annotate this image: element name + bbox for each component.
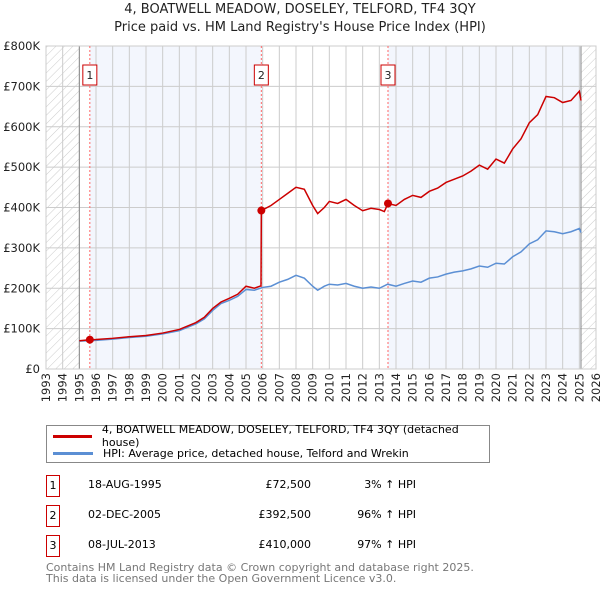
legend-label-hpi: HPI: Average price, detached house, Telf… — [103, 446, 409, 460]
sale-row: 3 08-JUL-2013 £410,000 97% ↑ HPI — [46, 535, 446, 557]
x-tick-label: 1999 — [139, 373, 153, 402]
x-tick-label: 2001 — [172, 373, 186, 402]
legend-label-property: 4, BOATWELL MEADOW, DOSELEY, TELFORD, TF… — [101, 423, 459, 449]
x-tick-label: 2022 — [522, 373, 536, 402]
chart-title: 4, BOATWELL MEADOW, DOSELEY, TELFORD, TF… — [124, 2, 476, 17]
x-tick-label: 2008 — [289, 373, 303, 402]
x-tick-label: 1994 — [56, 373, 70, 402]
x-tick-label: 1998 — [122, 373, 136, 402]
y-tick-label: £300K — [3, 241, 40, 255]
y-tick-label: £600K — [3, 120, 40, 134]
x-tick-label: 2012 — [356, 373, 370, 402]
sale-hpi-change: 97% ↑ HPI — [357, 538, 416, 551]
y-tick-label: £0 — [25, 362, 40, 376]
property-price-line — [79, 89, 582, 342]
sale-date: 18-AUG-1995 — [88, 478, 162, 491]
sale-hpi-change: 96% ↑ HPI — [357, 508, 416, 521]
x-tick-label: 2003 — [206, 373, 220, 402]
x-tick-label: 1993 — [39, 373, 53, 402]
y-tick-label: £400K — [3, 201, 40, 215]
x-tick-label: 2017 — [439, 373, 453, 402]
sale-row: 1 18-AUG-1995 £72,500 3% ↑ HPI — [46, 475, 446, 497]
x-tick-label: 2013 — [372, 373, 386, 402]
sale-number: 3 — [46, 535, 60, 557]
x-tick-label: 2011 — [339, 373, 353, 402]
x-tick-label: 2020 — [489, 373, 503, 402]
sale-label-box — [380, 64, 396, 86]
x-tick-label: 2018 — [456, 373, 470, 402]
sale-date: 08-JUL-2013 — [88, 538, 156, 551]
footer-copyright: Contains HM Land Registry data © Crown c… — [46, 561, 474, 574]
x-tick-label: 2024 — [556, 373, 570, 402]
sale-label-box — [82, 64, 98, 86]
x-tick-label: 2014 — [389, 373, 403, 402]
chart-subtitle: Price paid vs. HM Land Registry's House … — [114, 20, 486, 35]
sale-price: £410,000 — [258, 538, 312, 551]
y-tick-label: £500K — [3, 160, 40, 174]
x-tick-label: 2016 — [422, 373, 436, 402]
sale-point — [85, 335, 94, 344]
y-tick-label: £800K — [3, 39, 40, 53]
legend: 4, BOATWELL MEADOW, DOSELEY, TELFORD, TF… — [46, 423, 490, 463]
sale-point — [384, 199, 392, 208]
x-tick-label: 2026 — [589, 373, 600, 402]
sale-date: 02-DEC-2005 — [88, 508, 162, 521]
x-tick-label: 2006 — [256, 373, 270, 402]
sale-row: 2 02-DEC-2005 £392,500 96% ↑ HPI — [46, 505, 446, 527]
x-tick-label: 2010 — [322, 373, 336, 402]
sale-price: £392,500 — [258, 508, 312, 521]
y-tick-label: £100K — [3, 322, 40, 336]
y-tick-label: £700K — [3, 79, 40, 93]
x-tick-label: 2015 — [406, 373, 420, 402]
x-tick-label: 2019 — [472, 373, 486, 402]
sale-label: 3 — [385, 69, 392, 82]
sale-number: 2 — [46, 505, 60, 527]
x-tick-label: 2025 — [572, 373, 586, 402]
x-tick-label: 2007 — [272, 373, 286, 402]
sale-label-box — [253, 64, 269, 86]
hpi-line — [79, 227, 582, 342]
x-tick-label: 2005 — [239, 373, 253, 402]
legend-swatch-hpi — [53, 451, 93, 455]
sale-label: 2 — [258, 69, 265, 82]
footer-licence: This data is licensed under the Open Gov… — [46, 572, 397, 585]
sale-label: 1 — [86, 69, 93, 82]
x-tick-label: 1996 — [89, 373, 103, 402]
x-tick-label: 2004 — [222, 373, 236, 402]
x-tick-label: 2023 — [539, 373, 553, 402]
x-tick-label: 2000 — [156, 373, 170, 402]
x-tick-label: 1997 — [106, 373, 120, 402]
sale-point — [257, 206, 266, 215]
x-tick-label: 2021 — [506, 373, 520, 402]
x-tick-label: 1995 — [72, 373, 86, 402]
sale-hpi-change: 3% ↑ HPI — [364, 478, 416, 491]
x-tick-label: 2009 — [306, 373, 320, 402]
x-tick-label: 2002 — [189, 373, 203, 402]
y-tick-label: £200K — [3, 281, 40, 295]
plot-frame — [45, 45, 597, 370]
sale-price: £72,500 — [265, 478, 312, 491]
price-chart: 1993 1994 1995 1996 1997 1998 1999 2000 2001 2002… — [3, 39, 600, 402]
sale-number: 1 — [46, 475, 60, 497]
legend-swatch-property — [53, 434, 92, 438]
